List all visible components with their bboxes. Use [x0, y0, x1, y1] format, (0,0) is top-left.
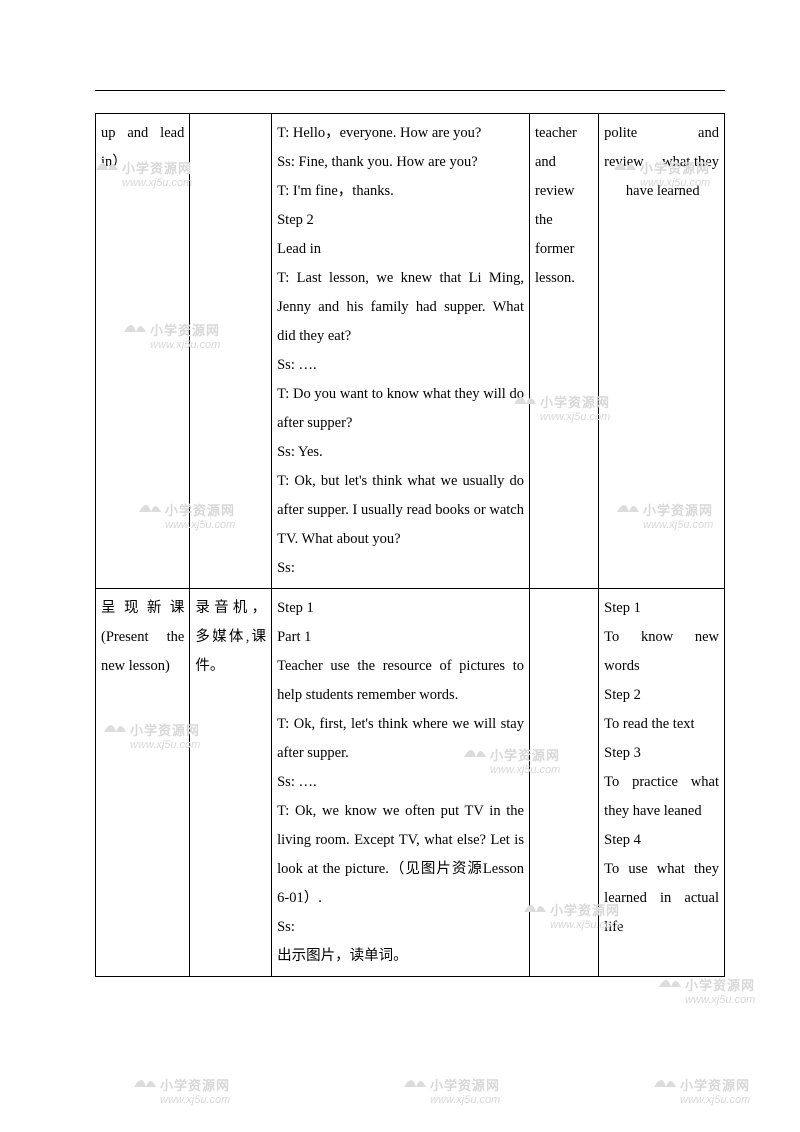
table-row: 呈现新课 (Present the new lesson) 录音机，多媒体,课件… [96, 589, 725, 977]
cell-media: 录音机，多媒体,课件。 [190, 589, 272, 977]
table-row: up and lead in） T: Hello，everyone. How a… [96, 114, 725, 589]
cell-procedure: T: Hello，everyone. How are you?Ss: Fine,… [272, 114, 530, 589]
cell-purpose: Step 1To know new wordsStep 2To read the… [599, 589, 725, 977]
cell-stage: up and lead in） [96, 114, 190, 589]
lesson-plan-table: up and lead in） T: Hello，everyone. How a… [95, 113, 725, 977]
watermark: 小学资源网www.xj5u.com [680, 1075, 750, 1106]
cell-purpose: polite and review what they have learned [599, 114, 725, 589]
cell-activity [529, 589, 598, 977]
watermark: 小学资源网www.xj5u.com [430, 1075, 500, 1106]
watermark: 小学资源网www.xj5u.com [160, 1075, 230, 1106]
cell-procedure: Step 1Part 1Teacher use the resource of … [272, 589, 530, 977]
cell-stage: 呈现新课 (Present the new lesson) [96, 589, 190, 977]
cell-media [190, 114, 272, 589]
header-rule [95, 90, 725, 91]
document-page: up and lead in） T: Hello，everyone. How a… [0, 0, 800, 1037]
cell-activity: teacher and review the former lesson. [529, 114, 598, 589]
